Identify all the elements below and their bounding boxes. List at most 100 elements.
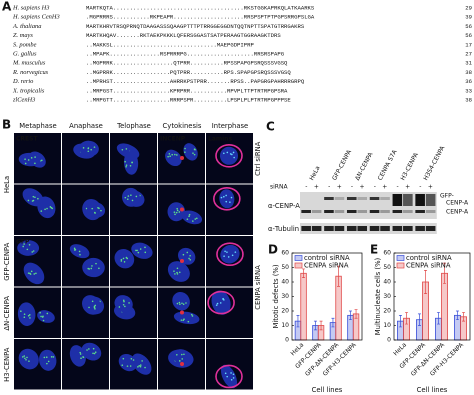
panel-letter: A: [2, 0, 12, 14]
bar: [300, 272, 307, 341]
species-name: X. tropicalis: [12, 87, 45, 94]
column-header: Anaphase: [69, 122, 103, 130]
sirna-state: -: [419, 184, 421, 191]
legend-swatch: [294, 262, 303, 269]
plot-frame: [393, 252, 471, 341]
centromere-dot: [23, 316, 26, 319]
centromere-dot: [20, 310, 22, 312]
legend-swatch: [294, 255, 303, 261]
centromere-dot: [176, 209, 179, 212]
centromere-dot: [34, 196, 36, 199]
centromere-dot: [188, 257, 190, 260]
cell: [122, 187, 140, 207]
band: [369, 226, 380, 231]
centromere-dot: [176, 271, 178, 274]
sirna-state: -: [328, 184, 330, 191]
midbody: [180, 259, 184, 263]
centromere-dot: [219, 302, 222, 304]
centromere-dot: [181, 353, 183, 356]
centromere-dot: [141, 360, 143, 362]
x-tick-label: GFP-H3-CENPA: [429, 341, 466, 378]
lane-label: GFP-CENPA: [331, 148, 353, 182]
centromere-dot: [176, 267, 179, 270]
centromere-dot: [52, 356, 55, 358]
legend-label: CENPA siRNA: [304, 262, 349, 270]
centromere-dot: [24, 162, 27, 165]
sirna-state: -: [351, 184, 353, 191]
centromere-dot: [185, 302, 187, 304]
centromere-dot: [87, 147, 90, 149]
species-name: H. sapiens H3: [12, 4, 49, 11]
sequence: .MGPRRRS...........RKPEAPR..............…: [86, 14, 315, 21]
centromere-dot: [31, 251, 34, 253]
centromere-dot: [28, 360, 30, 362]
centromere-dot: [92, 352, 94, 355]
y-tick-label: 30: [383, 293, 391, 300]
legend-label: control siRNA: [304, 254, 350, 262]
centromere-dot: [188, 215, 190, 217]
cell: [17, 302, 36, 326]
lane-label: H3S4-CENPA: [422, 144, 446, 182]
centromere-dot: [230, 196, 233, 199]
midbody: [180, 156, 184, 160]
centromere-dot: [91, 300, 94, 303]
error-bar: [398, 315, 402, 328]
centromere-dot: [176, 354, 178, 356]
band: [357, 210, 368, 213]
centromere-dot: [230, 378, 233, 381]
midbody: [180, 207, 184, 212]
species-name: S. pombe: [13, 41, 37, 48]
centromere-dot: [178, 211, 181, 213]
centromere-dot: [82, 147, 85, 149]
centromere-dot: [79, 351, 81, 354]
centromere-dot: [34, 162, 36, 165]
centromere-dot: [23, 313, 26, 315]
error-bar: [424, 270, 428, 294]
centromere-dot: [179, 303, 181, 306]
cell: [18, 348, 39, 370]
error-bar: [417, 313, 421, 326]
centromere-dot: [32, 195, 35, 198]
band: [380, 226, 390, 231]
lane-label: CENPA S7A: [377, 148, 399, 182]
cell: [172, 291, 190, 311]
centromere-dot: [98, 267, 100, 270]
sequence-length: 17: [465, 41, 472, 48]
centromere-dot: [46, 362, 48, 365]
cell: [82, 295, 101, 315]
centromere-dot: [93, 305, 96, 308]
x-tick-label: HeLa: [392, 341, 408, 357]
condition-label: Ctrl siRNA: [254, 141, 262, 175]
error-bar: [455, 310, 459, 321]
centromere-dot: [139, 248, 142, 250]
sirna-state: -: [374, 184, 376, 191]
lamina-ring: [207, 290, 235, 315]
panel-letter: C: [266, 120, 275, 134]
centromere-dot: [232, 151, 235, 154]
centromere-dot: [215, 304, 218, 306]
sequence: ..MGPRRK.................PQTPRR.........…: [86, 69, 291, 76]
y-tick-label: 20: [383, 308, 391, 315]
band: [415, 226, 425, 231]
centromere-dot: [39, 311, 41, 314]
centromere-dot: [27, 159, 30, 161]
centromere-dot: [167, 155, 169, 158]
y-tick-label: 0: [285, 337, 289, 344]
centromere-dot: [92, 347, 95, 350]
band: [301, 226, 311, 231]
band: [324, 226, 334, 231]
centromere-dot: [122, 303, 125, 306]
y-tick-label: 20: [281, 308, 289, 315]
centromere-dot: [216, 302, 219, 305]
condition-label: CENPA siRNA: [254, 265, 262, 310]
y-tick-label: 10: [383, 322, 391, 329]
centromere-dot: [232, 377, 235, 379]
centromere-dot: [118, 306, 121, 308]
band: [324, 210, 334, 213]
centromere-dot: [144, 366, 146, 369]
centromere-dot: [28, 243, 31, 246]
centromere-dot: [29, 273, 32, 275]
stain-label: GFP: [16, 239, 30, 246]
centromere-dot: [93, 352, 96, 355]
centromere-dot: [176, 273, 179, 275]
